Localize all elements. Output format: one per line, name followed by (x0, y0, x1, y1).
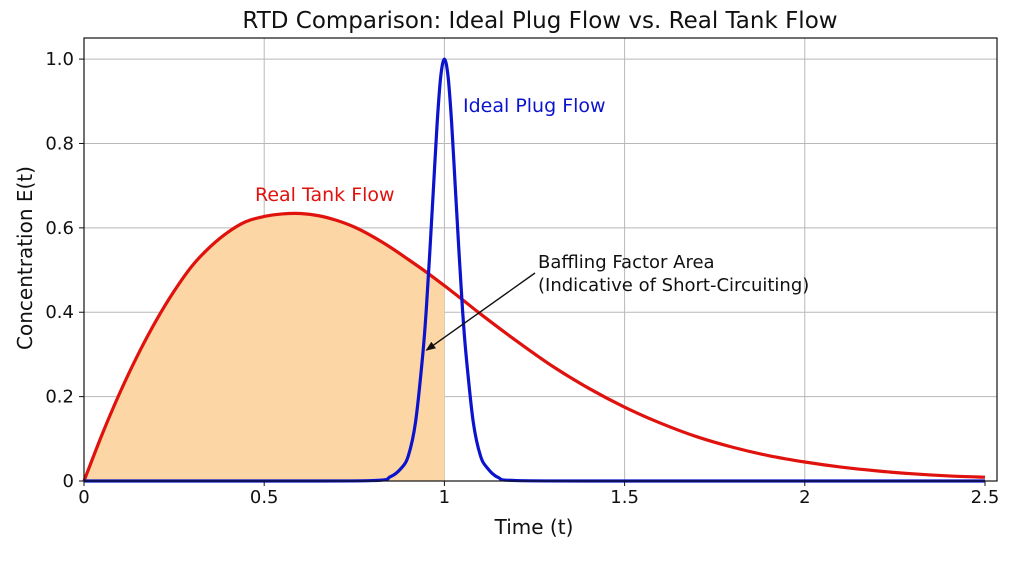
series-lines (82, 57, 986, 483)
ideal-plug-flow-line (83, 57, 985, 483)
x-tick-label: 1 (439, 487, 450, 508)
y-ticks: 0 0.2 0.4 0.6 0.8 1.0 (45, 49, 84, 492)
y-tick-label: 0.2 (45, 387, 74, 408)
y-tick-label: 1.0 (45, 49, 74, 70)
x-tick-label: 0.5 (250, 487, 279, 508)
chart-title: RTD Comparison: Ideal Plug Flow vs. Real… (242, 8, 837, 34)
y-tick-label: 0 (63, 471, 74, 492)
shaded-area (84, 213, 445, 481)
x-ticks: 0 0.5 1 1.5 2 2.5 (78, 481, 999, 508)
x-tick-label: 0 (78, 487, 89, 508)
x-tick-label: 2 (799, 487, 810, 508)
annotation-arrow (425, 272, 536, 351)
plot-frame (83, 37, 998, 482)
y-tick-label: 0.8 (45, 133, 74, 154)
y-tick-label: 0.6 (45, 218, 74, 239)
ideal-plug-flow-label: Ideal Plug Flow (463, 95, 606, 117)
y-tick-label: 0.4 (45, 302, 74, 323)
x-axis-label: Time (t) (494, 515, 574, 539)
area-annotation-line2: (Indicative of Short-Circuiting) (538, 275, 809, 296)
area-annotation-line1: Baffling Factor Area (538, 252, 715, 273)
x-tick-label: 2.5 (971, 487, 1000, 508)
x-tick-label: 1.5 (610, 487, 639, 508)
real-tank-flow-label: Real Tank Flow (255, 184, 395, 206)
baffling-factor-area (84, 213, 445, 481)
real-tank-flow-line (82, 211, 986, 482)
y-axis-label: Concentration E(t) (13, 166, 37, 350)
